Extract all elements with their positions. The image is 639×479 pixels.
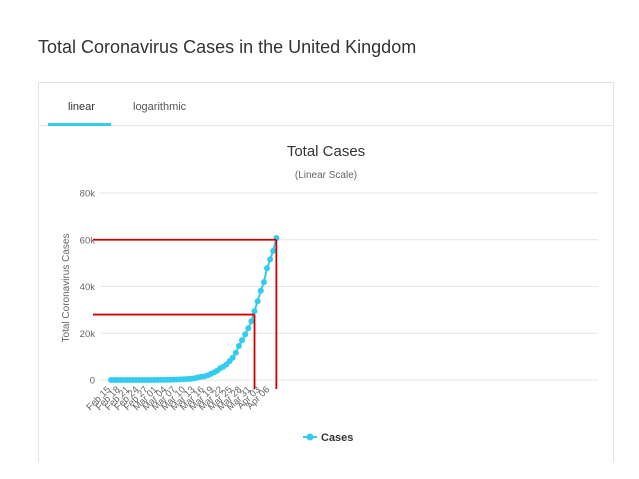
- data-point[interactable]: [267, 256, 274, 263]
- data-point[interactable]: [254, 298, 261, 305]
- data-point[interactable]: [245, 325, 252, 332]
- data-point[interactable]: [239, 337, 245, 344]
- y-tick-label: 20k: [80, 329, 96, 340]
- legend[interactable]: Cases: [303, 432, 353, 444]
- y-tick-label: 0: [90, 376, 95, 387]
- data-point[interactable]: [242, 331, 249, 338]
- series-line-cases: [111, 237, 278, 381]
- chart-panel: linear logarithmic: [38, 82, 614, 462]
- chart-subtitle: (Linear Scale): [295, 170, 357, 181]
- data-point[interactable]: [251, 308, 258, 315]
- legend-label-cases: Cases: [321, 432, 353, 444]
- tab-logarithmic[interactable]: logarithmic: [133, 101, 187, 113]
- data-point[interactable]: [257, 287, 264, 294]
- page-title: Total Coronavirus Cases in the United Ki…: [38, 37, 417, 57]
- data-point[interactable]: [260, 279, 267, 286]
- y-tick-label: 80k: [80, 189, 96, 200]
- data-point[interactable]: [264, 265, 270, 272]
- data-point[interactable]: [270, 247, 277, 254]
- tab-linear[interactable]: linear: [68, 101, 95, 113]
- data-point[interactable]: [232, 349, 239, 356]
- y-tick-label: 40k: [80, 282, 96, 293]
- data-point[interactable]: [235, 343, 242, 349]
- data-point[interactable]: [229, 354, 236, 361]
- y-axis-label: Total Coronavirus Cases: [61, 234, 72, 343]
- y-tick-label: 60k: [80, 235, 96, 246]
- legend-swatch-marker: [306, 433, 314, 441]
- active-tab-indicator: [48, 123, 111, 126]
- chart-title: Total Cases: [287, 143, 365, 160]
- data-point[interactable]: [248, 318, 255, 325]
- tab-bar-divider: [39, 125, 613, 126]
